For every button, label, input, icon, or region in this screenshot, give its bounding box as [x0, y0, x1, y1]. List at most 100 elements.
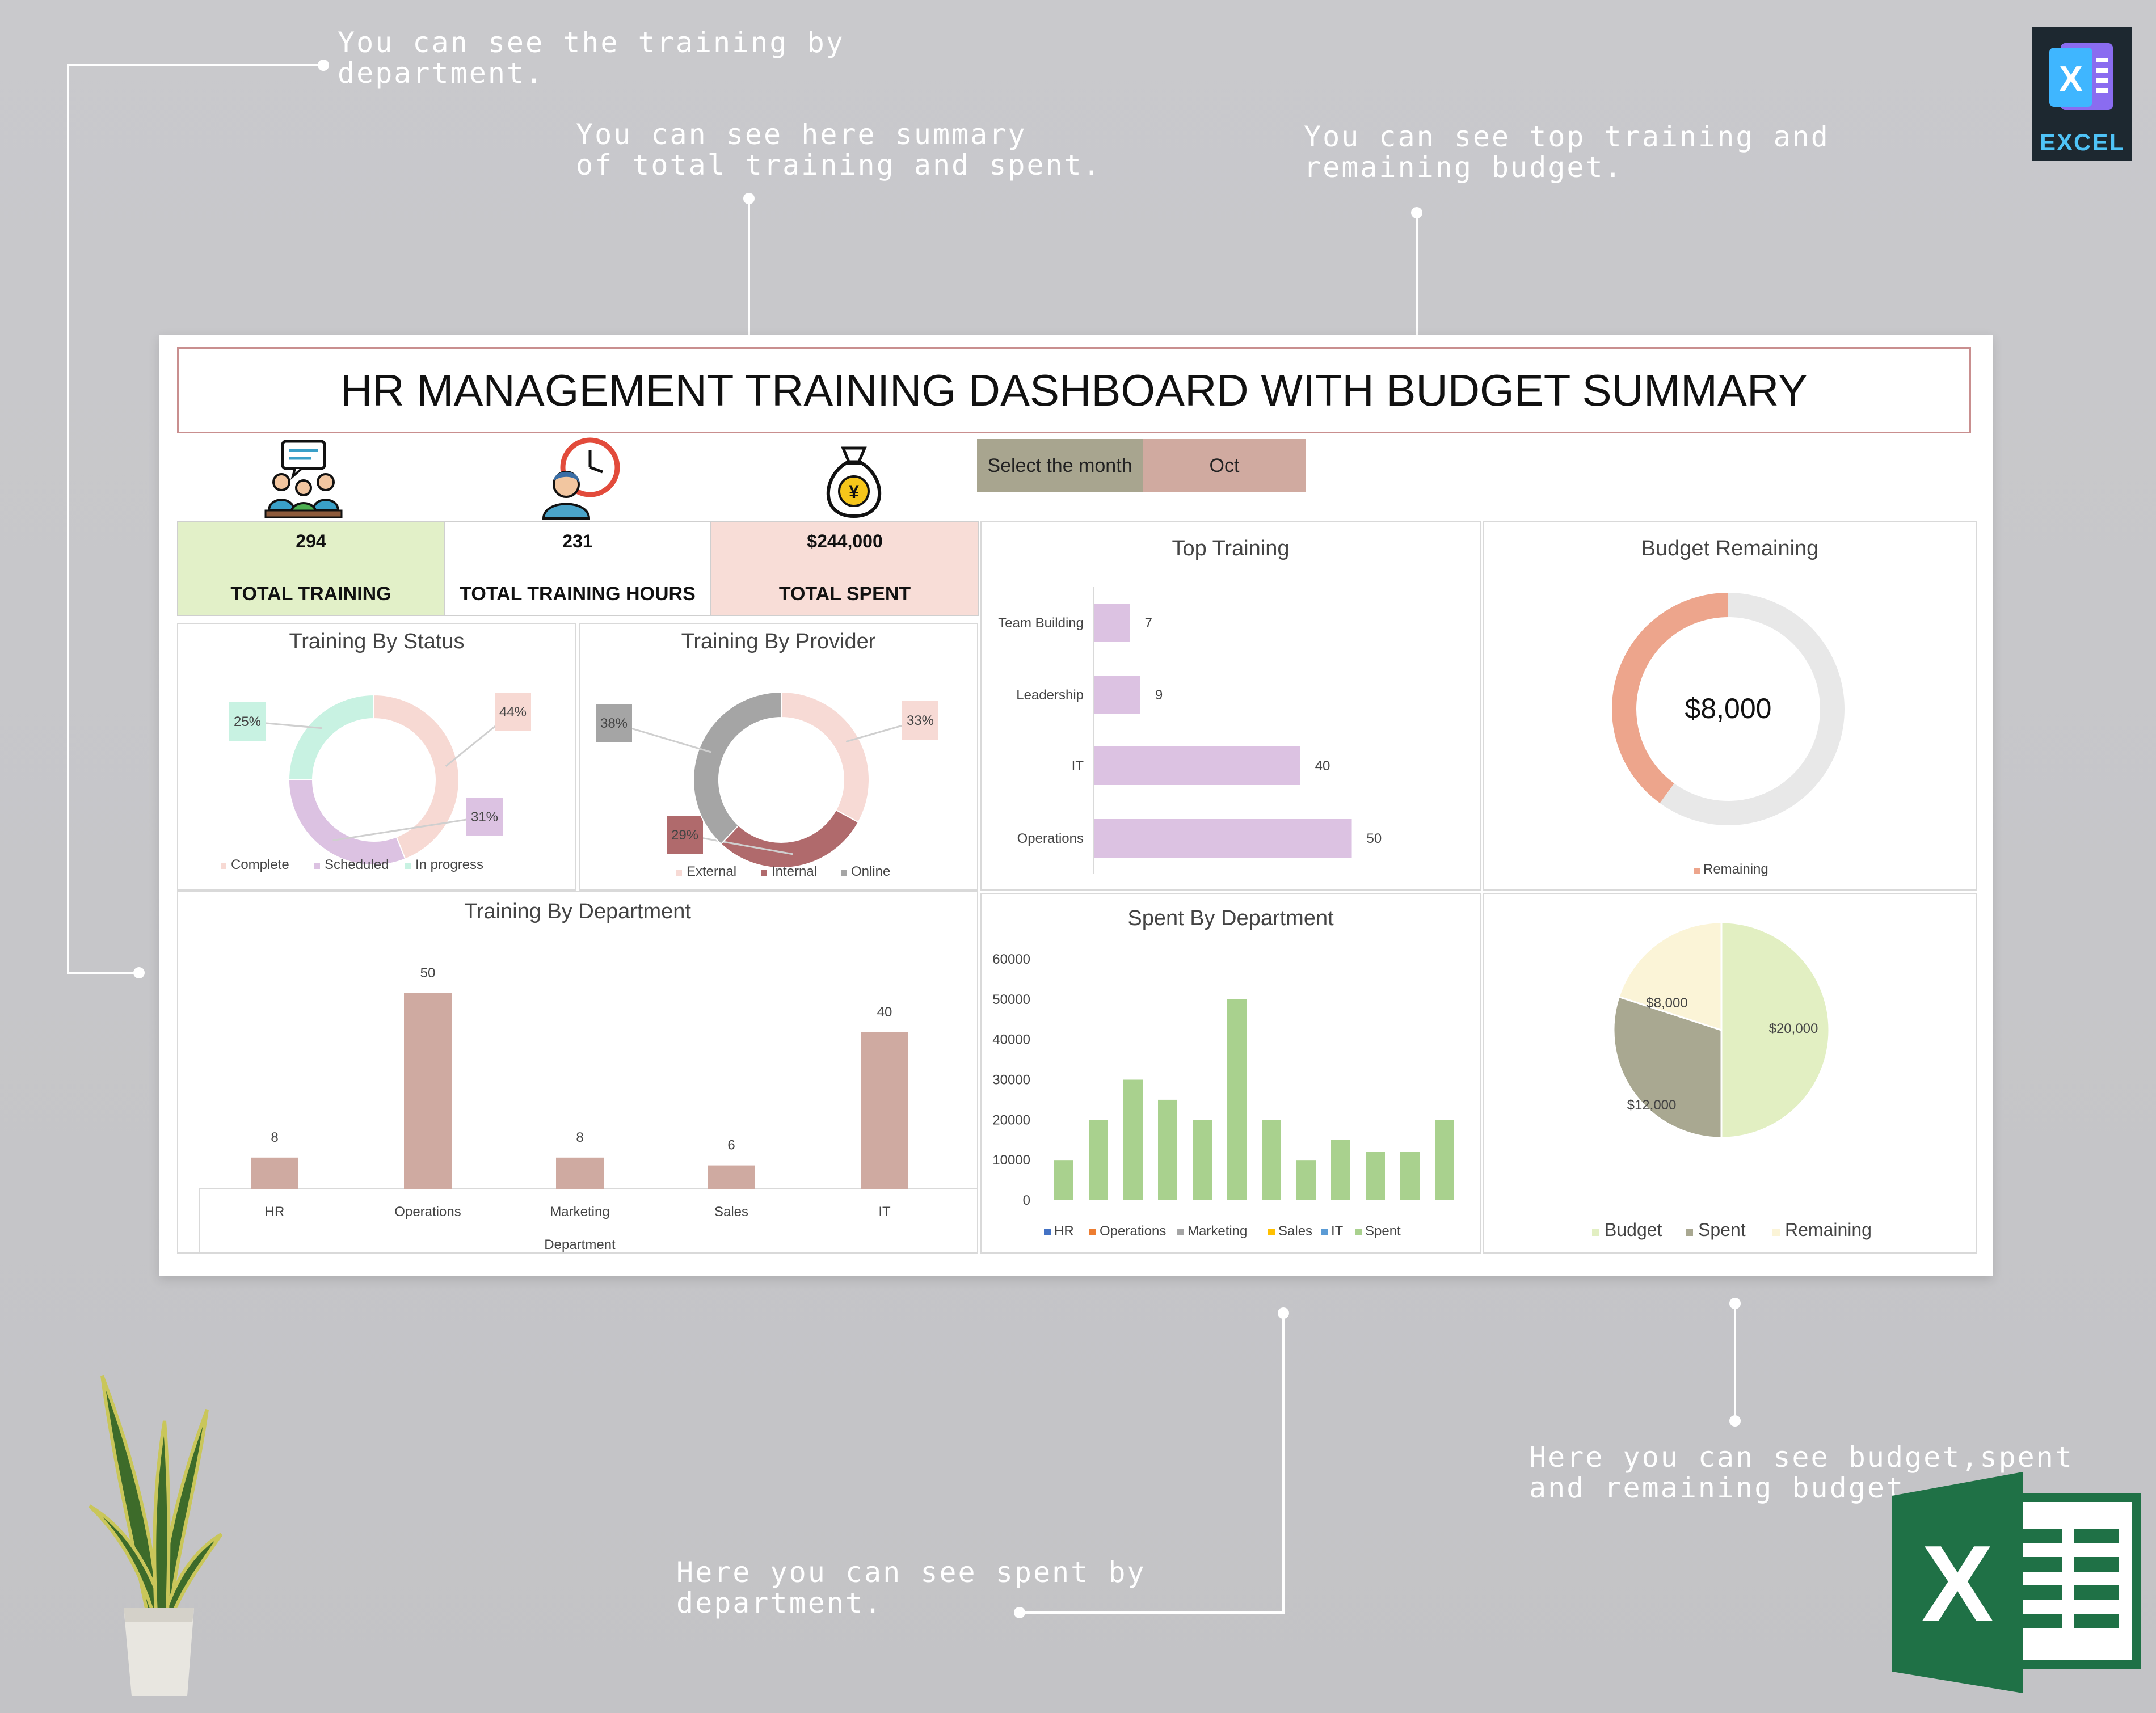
budget-legend-swatch	[1694, 868, 1700, 874]
kpi-total-hours-value: 231	[562, 531, 593, 551]
chart-title-department: Training By Department	[464, 900, 691, 923]
provider-slice-1	[720, 809, 860, 868]
kpi-total-training-label: TOTAL TRAINING	[230, 583, 391, 605]
status-data-label-1: 31%	[471, 809, 498, 825]
status-label-box-1	[466, 798, 503, 836]
spent-legend-5: Spent	[1365, 1223, 1401, 1239]
spent-ytick-0: 0	[1023, 1193, 1030, 1208]
pie-data-label-0: $20,000	[1769, 1021, 1818, 1036]
status-data-label-2: 25%	[234, 714, 261, 729]
pie-legend-swatch-1	[1686, 1229, 1693, 1236]
spent-legend-4: IT	[1331, 1223, 1344, 1239]
spent-bar-11	[1435, 1120, 1454, 1200]
status-label-box-0	[495, 693, 531, 731]
top-tick-label-3: Operations	[1017, 831, 1084, 846]
pie-slice-1	[1612, 995, 1723, 1139]
budget-center-value: $8,000	[1685, 693, 1772, 724]
status-data-label-0: 44%	[499, 704, 527, 720]
status-slice-0	[373, 694, 460, 860]
budget-legend-remaining: Remaining	[1703, 862, 1768, 877]
dept-data-label-0: 8	[271, 1130, 278, 1145]
dept-x-axis-title: Department	[544, 1237, 616, 1252]
annotation-summary: You can see here summary of total traini…	[576, 118, 1102, 182]
dept-bar-2	[556, 1157, 604, 1189]
spent-legend-swatch-3	[1268, 1229, 1275, 1235]
top-tick-label-0: Team Building	[998, 615, 1084, 631]
dept-data-label-2: 8	[576, 1130, 583, 1145]
pie-data-label-2: $8,000	[1646, 995, 1687, 1011]
panel-top-training: Top Training Team Building 7 Leadership 9 IT…	[980, 521, 1481, 891]
spent-bar-5	[1227, 999, 1247, 1200]
kpi-total-hours-label: TOTAL TRAINING HOURS	[460, 583, 696, 605]
spent-legend-swatch-1	[1089, 1229, 1096, 1235]
spent-ytick-5: 50000	[992, 992, 1030, 1007]
top-data-label-3: 50	[1367, 831, 1382, 846]
spent-bar-10	[1400, 1152, 1420, 1200]
dashboard-title-box: HR MANAGEMENT TRAINING DASHBOARD WITH BU…	[177, 347, 1971, 433]
spent-legend-3: Sales	[1278, 1223, 1312, 1239]
pie-legend-0: Budget	[1605, 1220, 1662, 1240]
spent-legend-swatch-2	[1177, 1229, 1184, 1235]
pie-legend-swatch-2	[1772, 1229, 1780, 1236]
provider-data-label-0: 33%	[907, 713, 934, 728]
kpi-total-hours: 231 TOTAL TRAINING HOURS	[444, 521, 711, 616]
excel-large-logo-icon: X	[1892, 1472, 2141, 1693]
status-slice-1	[288, 779, 406, 866]
status-legend-0: Complete	[231, 857, 289, 872]
status-legend-swatch-1	[314, 863, 320, 869]
pie-data-label-1: $12,000	[1627, 1098, 1677, 1113]
kpi-total-spent-value: $244,000	[807, 531, 883, 551]
panel-budget-remaining: Budget Remaining $8,000 Remaining	[1483, 521, 1977, 891]
money-bag-icon: ¥	[826, 446, 882, 518]
chart-title-spent: Spent By Department	[1127, 906, 1334, 930]
top-bar-3	[1094, 819, 1352, 858]
spent-ytick-3: 30000	[992, 1073, 1030, 1088]
status-legend-swatch-0	[221, 863, 226, 869]
provider-slice-2	[693, 691, 782, 845]
provider-label-box-0	[902, 701, 938, 740]
chart-title-provider: Training By Provider	[681, 630, 876, 653]
dept-tick-label-2: Marketing	[550, 1204, 609, 1220]
dept-bar-4	[861, 1032, 908, 1189]
status-label-box-2	[229, 702, 266, 741]
top-data-label-0: 7	[1145, 615, 1152, 631]
chart-title-budget-remaining: Budget Remaining	[1641, 537, 1819, 560]
provider-data-label-1: 29%	[671, 828, 698, 843]
panel-budget-summary: $20,000 $12,000 $8,000 Budget Spent Remaining	[1483, 893, 1977, 1254]
spent-legend-swatch-0	[1044, 1229, 1051, 1235]
month-selector[interactable]: Select the month Oct	[977, 439, 1306, 492]
chart-title-status: Training By Status	[289, 630, 465, 653]
provider-data-label-2: 38%	[600, 716, 628, 731]
spent-ytick-1: 10000	[992, 1153, 1030, 1168]
spent-legend-2: Marketing	[1188, 1223, 1247, 1239]
chart-training-by-department: 8 HR 50 Operations 8 Marketing 6 Sales 40 IT Depar…	[199, 965, 977, 1252]
dept-bar-0	[251, 1157, 298, 1189]
provider-slice-0	[781, 691, 870, 824]
spent-ytick-6: 60000	[992, 952, 1030, 967]
dashboard-title: HR MANAGEMENT TRAINING DASHBOARD WITH BU…	[340, 365, 1808, 415]
top-bar-0	[1094, 604, 1130, 642]
spent-bar-6	[1262, 1120, 1281, 1200]
provider-legend-1: Internal	[772, 864, 817, 879]
dept-bar-3	[708, 1165, 755, 1189]
panel-spent-by-department: Spent By Department 0 10000 20000 30000 4000…	[980, 893, 1481, 1254]
clock-person-icon	[542, 437, 620, 520]
month-dropdown[interactable]: Oct	[1143, 439, 1306, 492]
top-bar-1	[1094, 676, 1140, 714]
spent-ytick-4: 40000	[992, 1032, 1030, 1048]
provider-legend-swatch-1	[761, 870, 767, 876]
spent-legend-swatch-5	[1355, 1229, 1362, 1235]
spent-ytick-2: 20000	[992, 1112, 1030, 1128]
annotation-budget: Here you can see budget,spent and remain…	[1529, 1441, 2074, 1504]
spent-bar-3	[1158, 1099, 1177, 1200]
dashboard-sheet: HR MANAGEMENT TRAINING DASHBOARD WITH BU…	[159, 335, 1993, 1276]
provider-label-box-1	[667, 816, 703, 854]
spent-bar-4	[1193, 1120, 1212, 1200]
spent-legend-0: HR	[1054, 1223, 1074, 1239]
top-bar-2	[1094, 746, 1300, 785]
kpi-total-spent-label: TOTAL SPENT	[778, 583, 911, 605]
pie-slice-2	[1618, 921, 1723, 1032]
spent-legend-1: Operations	[1100, 1223, 1166, 1239]
meeting-icon	[264, 440, 343, 518]
provider-label-box-2	[596, 704, 632, 742]
